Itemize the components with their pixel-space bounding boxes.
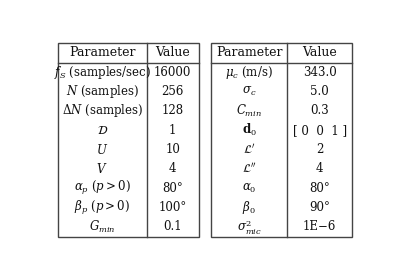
Text: 16000: 16000 (154, 66, 191, 79)
Text: 0.1: 0.1 (163, 221, 182, 233)
Text: 10: 10 (165, 143, 180, 156)
Text: 80°: 80° (310, 182, 330, 195)
Text: Value: Value (155, 46, 190, 60)
Text: $G_{min}$: $G_{min}$ (89, 219, 116, 235)
Text: Value: Value (302, 46, 337, 60)
Text: $C_{min}$: $C_{min}$ (236, 103, 262, 119)
Text: $N$ (samples): $N$ (samples) (66, 83, 139, 100)
Text: [ 0  0  1 ]: [ 0 0 1 ] (293, 124, 347, 137)
Text: 2: 2 (316, 143, 324, 156)
Text: $\beta_p\ (p>0)$: $\beta_p\ (p>0)$ (74, 199, 130, 217)
Text: 1E−6: 1E−6 (303, 221, 336, 233)
Text: 256: 256 (162, 85, 184, 98)
Text: $V$: $V$ (96, 162, 108, 176)
Bar (58, 43, 199, 237)
Text: $\mathcal{D}$: $\mathcal{D}$ (96, 124, 108, 137)
Text: 5.0: 5.0 (310, 85, 329, 98)
Text: $\Delta N$ (samples): $\Delta N$ (samples) (62, 102, 143, 120)
Text: 0.3: 0.3 (310, 105, 329, 117)
Text: $\mathcal{L}''$: $\mathcal{L}''$ (242, 162, 257, 176)
Text: Parameter: Parameter (69, 46, 136, 60)
Text: $\mathbf{d}_0$: $\mathbf{d}_0$ (242, 122, 257, 138)
Text: Parameter: Parameter (216, 46, 282, 60)
Bar (211, 43, 352, 237)
Text: 4: 4 (316, 162, 324, 176)
Text: 128: 128 (162, 105, 184, 117)
Text: 1: 1 (169, 124, 176, 137)
Text: 90°: 90° (309, 201, 330, 214)
Text: $\beta_0$: $\beta_0$ (242, 199, 256, 216)
Text: $\mu_c$ (m/s): $\mu_c$ (m/s) (225, 64, 273, 81)
Text: $\mathcal{L}'$: $\mathcal{L}'$ (243, 143, 256, 157)
Text: $f_S$ (samples/sec): $f_S$ (samples/sec) (54, 64, 151, 81)
Text: 80°: 80° (162, 182, 183, 195)
Text: $\alpha_0$: $\alpha_0$ (242, 182, 256, 195)
Text: 100°: 100° (158, 201, 187, 214)
Text: $\sigma_c$: $\sigma_c$ (242, 85, 256, 98)
Text: 343.0: 343.0 (303, 66, 337, 79)
Text: $\alpha_p\ (p>0)$: $\alpha_p\ (p>0)$ (74, 179, 131, 197)
Text: 4: 4 (169, 162, 176, 176)
Text: $U$: $U$ (96, 143, 108, 157)
Text: $\sigma^2_{mic}$: $\sigma^2_{mic}$ (237, 217, 262, 237)
